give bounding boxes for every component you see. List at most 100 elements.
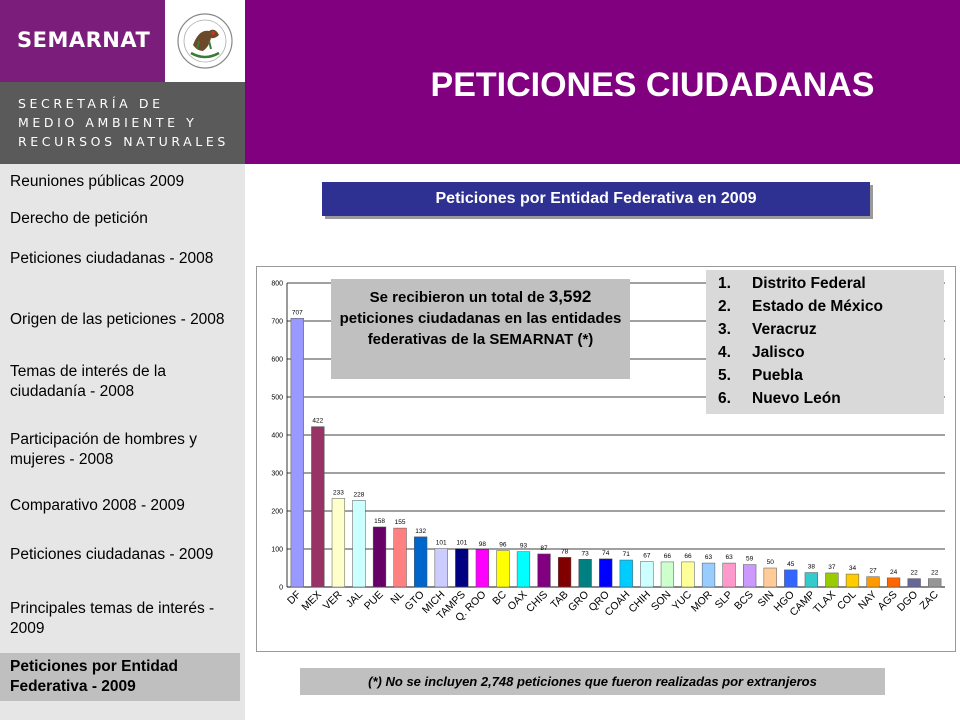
bar-coah xyxy=(619,559,633,588)
bar-mex xyxy=(311,426,325,588)
data-label: 59 xyxy=(746,556,754,563)
bar-bcs xyxy=(743,564,757,588)
ranking-item: 6. Nuevo León xyxy=(718,390,841,408)
mexico-coat-of-arms-seal-icon xyxy=(177,13,233,69)
x-tick-label: ZAC xyxy=(918,588,942,612)
data-label: 98 xyxy=(479,541,487,548)
secretaria-line-2: MEDIO AMBIENTE Y xyxy=(18,115,198,130)
chart-title: Peticiones por Entidad Federativa en 200… xyxy=(322,182,870,216)
bar-chis xyxy=(537,553,551,588)
x-tick-label: SON xyxy=(649,589,674,614)
data-label: 233 xyxy=(333,489,344,496)
bar-col xyxy=(845,573,860,588)
secretaria-line-1: SECRETARÍA DE xyxy=(18,96,164,111)
data-label: 132 xyxy=(415,528,426,535)
data-label: 96 xyxy=(499,542,507,549)
total-note-after: peticiones ciudadanas en las entidades f… xyxy=(339,310,622,348)
ranking-item: 5. Puebla xyxy=(718,367,803,385)
sidebar-item-reuniones-publicas-2009[interactable]: Reuniones públicas 2009 xyxy=(10,173,185,190)
x-tick-label: COL xyxy=(835,589,859,613)
bar-bc xyxy=(496,550,510,588)
sidebar-item-peticiones-ciudadanas-2009[interactable]: Peticiones ciudadanas - 2009 xyxy=(10,546,214,563)
data-label: 45 xyxy=(787,561,795,568)
y-tick-label: 400 xyxy=(271,433,283,440)
bar-nl xyxy=(393,527,407,588)
data-label: 74 xyxy=(602,550,610,557)
ranking-item: 4. Jalisco xyxy=(718,344,805,362)
y-tick-label: 700 xyxy=(271,319,283,326)
sidebar-item-comparativo-2008-2009[interactable]: Comparativo 2008 - 2009 xyxy=(10,497,185,514)
ranking-label: Distrito Federal xyxy=(752,275,866,292)
sidebar-item-derecho-de-peticion[interactable]: Derecho de petición xyxy=(10,210,148,227)
data-label: 87 xyxy=(540,545,548,552)
secretaria-block: SECRETARÍA DE MEDIO AMBIENTE Y RECURSOS … xyxy=(0,82,245,164)
y-tick-label: 0 xyxy=(279,585,283,592)
y-tick-label: 200 xyxy=(271,509,283,516)
bar-mor xyxy=(701,562,716,588)
bar-tamps xyxy=(455,548,469,588)
x-tick-label: PUE xyxy=(362,589,386,613)
sidebar-nav: Reuniones públicas 2009 Derecho de petic… xyxy=(0,164,245,720)
x-tick-label: VER xyxy=(321,588,345,612)
data-label: 38 xyxy=(808,564,816,571)
data-label: 63 xyxy=(725,554,733,561)
bar-df xyxy=(290,318,304,588)
bar-chart-svg: 0100200300400500600700800707DF422MEX233V… xyxy=(271,281,945,624)
y-tick-label: 100 xyxy=(271,547,283,554)
bar-tlax xyxy=(825,572,839,588)
bar-slp xyxy=(722,562,736,588)
data-label: 67 xyxy=(643,553,651,560)
bar-gro xyxy=(578,559,592,588)
y-tick-label: 500 xyxy=(271,395,283,402)
data-label: 707 xyxy=(292,309,303,316)
sidebar-item-principales-temas-2009[interactable]: Principales temas de interés - 2009 xyxy=(10,600,215,637)
sidebar-item-origen-peticiones-2008[interactable]: Origen de las peticiones - 2008 xyxy=(10,311,225,328)
ranking-list: 1. Distrito Federal 2. Estado de México 3.… xyxy=(706,270,944,414)
x-tick-label: BCS xyxy=(732,589,756,613)
ranking-item: 3. Veracruz xyxy=(718,321,817,339)
x-tick-label: TLAX xyxy=(811,589,838,616)
semarnat-logo: SEMARNAT xyxy=(0,0,165,82)
bar-ags xyxy=(886,577,901,588)
x-tick-label: MOR xyxy=(689,588,715,614)
bar-tab xyxy=(557,557,572,588)
page-title: PETICIONES CIUDADANAS xyxy=(430,66,875,104)
data-label: 24 xyxy=(890,569,898,576)
data-label: 78 xyxy=(561,548,569,555)
bar-oax xyxy=(516,551,531,588)
data-label: 66 xyxy=(684,553,692,560)
footnote: (*) No se incluyen 2,748 peticiones que … xyxy=(300,668,885,695)
data-label: 93 xyxy=(520,543,528,550)
ranking-number: 1. xyxy=(718,275,731,292)
x-tick-label: DGO xyxy=(895,589,920,614)
bar-camp xyxy=(804,572,818,588)
data-label: 37 xyxy=(828,564,836,571)
ranking-label: Jalisco xyxy=(752,344,805,361)
data-label: 63 xyxy=(705,554,713,561)
sidebar-item-peticiones-ciudadanas-2008[interactable]: Peticiones ciudadanas - 2008 xyxy=(10,250,214,267)
bar-mich xyxy=(434,548,448,588)
ranking-number: 4. xyxy=(718,344,731,361)
bar-sin xyxy=(763,567,777,588)
x-tick-label: CHIH xyxy=(626,589,653,616)
ranking-label: Puebla xyxy=(752,367,803,384)
sidebar-item-participacion-hombres-mujeres-2008[interactable]: Participación de hombres y mujeres - 200… xyxy=(10,431,197,468)
data-label: 101 xyxy=(456,540,467,547)
sidebar-item-peticiones-entidad-2009[interactable]: Peticiones por Entidad Federativa - 2009 xyxy=(0,653,240,701)
data-label: 422 xyxy=(312,418,323,425)
ranking-number: 5. xyxy=(718,367,731,384)
y-tick-label: 800 xyxy=(271,281,283,288)
bar-jal xyxy=(352,500,366,588)
bar-q-roo xyxy=(475,549,489,588)
data-label: 50 xyxy=(767,559,775,566)
sidebar-item-temas-interes-2008[interactable]: Temas de interés de la ciudadanía - 2008 xyxy=(10,363,166,400)
data-label: 73 xyxy=(582,550,590,557)
ranking-number: 3. xyxy=(718,321,731,338)
x-tick-label: NAY xyxy=(856,589,879,612)
bar-yuc xyxy=(681,561,695,588)
bar-son xyxy=(660,561,675,588)
bar-chih xyxy=(640,561,654,588)
secretaria-line-3: RECURSOS NATURALES xyxy=(18,134,229,149)
bar-zac xyxy=(928,578,942,588)
ranking-item: 2. Estado de México xyxy=(718,298,883,316)
